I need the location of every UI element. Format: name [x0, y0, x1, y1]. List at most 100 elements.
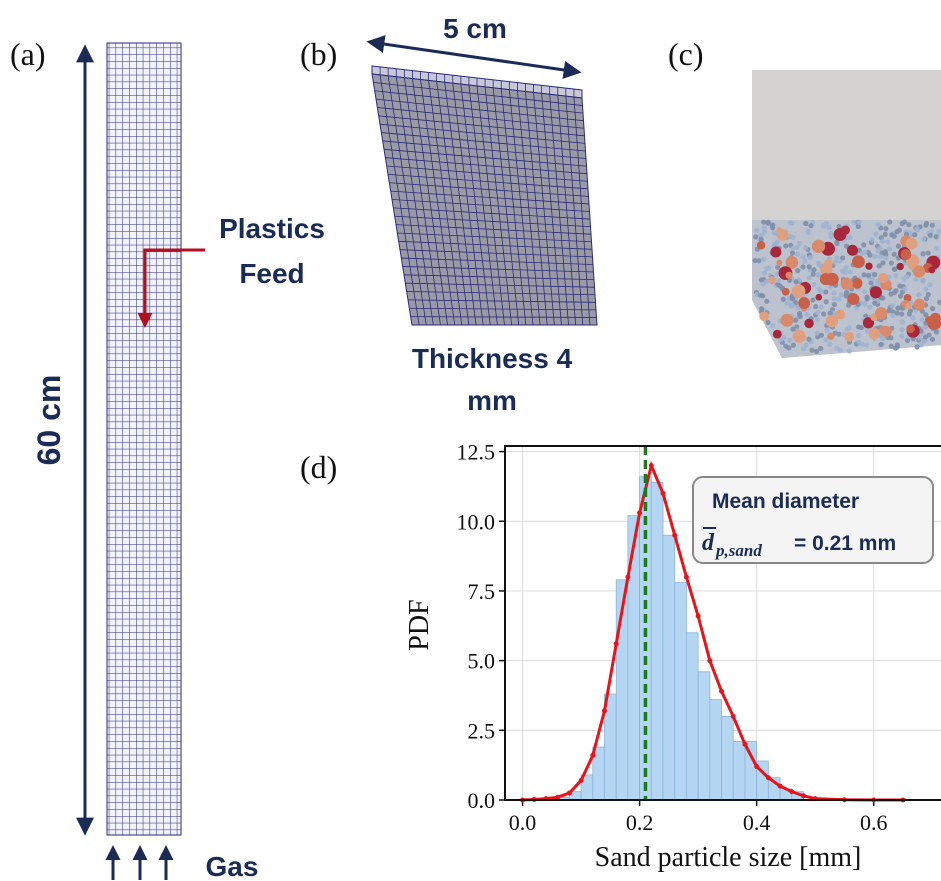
- mesh-line: [405, 282, 595, 288]
- sand-particle: [882, 231, 888, 237]
- curve-marker: [660, 490, 666, 496]
- curve-marker: [648, 463, 654, 469]
- sand-particle: [758, 232, 764, 239]
- sand-particle: [789, 250, 796, 256]
- plastic-particle: [905, 302, 912, 310]
- y-tick-label: 5.0: [468, 649, 496, 674]
- plastic-particle: [781, 287, 790, 296]
- sand-particle: [927, 232, 933, 239]
- mesh-line: [373, 81, 583, 106]
- sand-particle: [820, 223, 827, 229]
- plastic-particle: [840, 225, 850, 235]
- sand-particle: [803, 220, 809, 227]
- sand-particle: [891, 266, 897, 272]
- sand-particle: [821, 311, 827, 317]
- x-tick-label: 0.4: [743, 810, 771, 835]
- sand-particle: [783, 343, 789, 349]
- sand-particle: [936, 229, 941, 235]
- mesh-line: [374, 90, 584, 114]
- x-tick-label: 0.0: [509, 810, 537, 835]
- sand-particle: [756, 258, 762, 264]
- sand-particle: [906, 222, 912, 228]
- sand-particle: [765, 220, 771, 226]
- sand-particle: [777, 283, 783, 289]
- plastic-particle: [903, 294, 912, 302]
- plastic-particle: [772, 329, 782, 339]
- chart: 0.0 2.5 5.0 7.5 10.0 12.5 0.0 0.2 0.4 0.6 Sand par…: [404, 440, 941, 873]
- sand-particle: [805, 229, 811, 235]
- plastic-particle: [925, 316, 933, 324]
- sand-particle: [789, 296, 796, 302]
- sand-particle: [792, 317, 799, 323]
- curve-marker: [789, 789, 795, 795]
- x-tick-label: 0.6: [860, 810, 888, 835]
- sand-particle: [761, 270, 767, 276]
- plastic-particle: [874, 307, 888, 320]
- plastic-particle: [819, 273, 832, 286]
- curve-marker: [613, 641, 619, 647]
- plastic-particle: [880, 325, 892, 337]
- plastic-particle: [792, 329, 806, 343]
- histogram-bar: [732, 741, 746, 801]
- sand-particle: [774, 271, 780, 277]
- sand-particle: [790, 245, 796, 252]
- sand-particle: [914, 226, 920, 232]
- sand-particle: [806, 264, 812, 270]
- sand-particle: [809, 347, 815, 353]
- sand-particle: [795, 305, 801, 311]
- sand-particle: [797, 312, 803, 318]
- sand-particle: [880, 295, 886, 301]
- sand-particle: [923, 222, 929, 228]
- plastic-particle: [804, 318, 814, 329]
- sand-particle: [880, 336, 886, 342]
- annotation-title: Mean diameter: [712, 490, 859, 513]
- sand-particle: [876, 263, 882, 269]
- sand-particle: [807, 254, 813, 261]
- sand-particle: [761, 256, 767, 262]
- curve-marker: [590, 752, 596, 758]
- curve-marker: [730, 713, 736, 719]
- sand-particle: [840, 255, 846, 261]
- mesh-line: [401, 257, 594, 265]
- sand-particle: [834, 345, 840, 351]
- particles: [752, 219, 941, 355]
- sand-particle: [893, 288, 899, 294]
- plastic-particle: [868, 327, 881, 340]
- plastic-particle: [820, 263, 833, 276]
- sand-particle: [818, 304, 824, 310]
- annotation-text: = 0.21 mm: [794, 532, 896, 555]
- sand-particle: [804, 311, 810, 318]
- sand-particle: [888, 343, 894, 349]
- sand-particle: [836, 223, 842, 230]
- sand-particle: [770, 323, 776, 329]
- sand-particle: [856, 219, 862, 226]
- sand-particle: [917, 335, 923, 341]
- sand-particle: [919, 317, 925, 323]
- sand-particle: [815, 271, 821, 278]
- sand-particle: [856, 339, 862, 346]
- plastic-particle: [770, 246, 782, 258]
- curve-marker: [578, 777, 584, 783]
- sand-particle: [899, 311, 905, 317]
- sand-particle: [790, 326, 796, 332]
- sand-particle: [920, 251, 926, 257]
- feed-label: Feed: [239, 258, 304, 289]
- sand-particle: [877, 245, 883, 251]
- sand-particle: [888, 291, 894, 297]
- plastic-particle: [905, 237, 918, 250]
- sand-particle: [918, 342, 924, 348]
- sand-particle: [826, 225, 832, 231]
- column-mesh: [106, 42, 182, 836]
- plastic-particle: [851, 278, 863, 289]
- mesh-line: [378, 115, 585, 137]
- sand-particle: [811, 281, 817, 288]
- mesh-line: [397, 232, 592, 243]
- plastic-particle: [827, 332, 835, 341]
- plastic-particle: [896, 262, 904, 271]
- sand-particle: [823, 299, 829, 305]
- sand-particle: [843, 289, 850, 296]
- sand-particle: [891, 251, 897, 257]
- panel-label: (c): [668, 36, 704, 72]
- curve-marker: [625, 574, 631, 580]
